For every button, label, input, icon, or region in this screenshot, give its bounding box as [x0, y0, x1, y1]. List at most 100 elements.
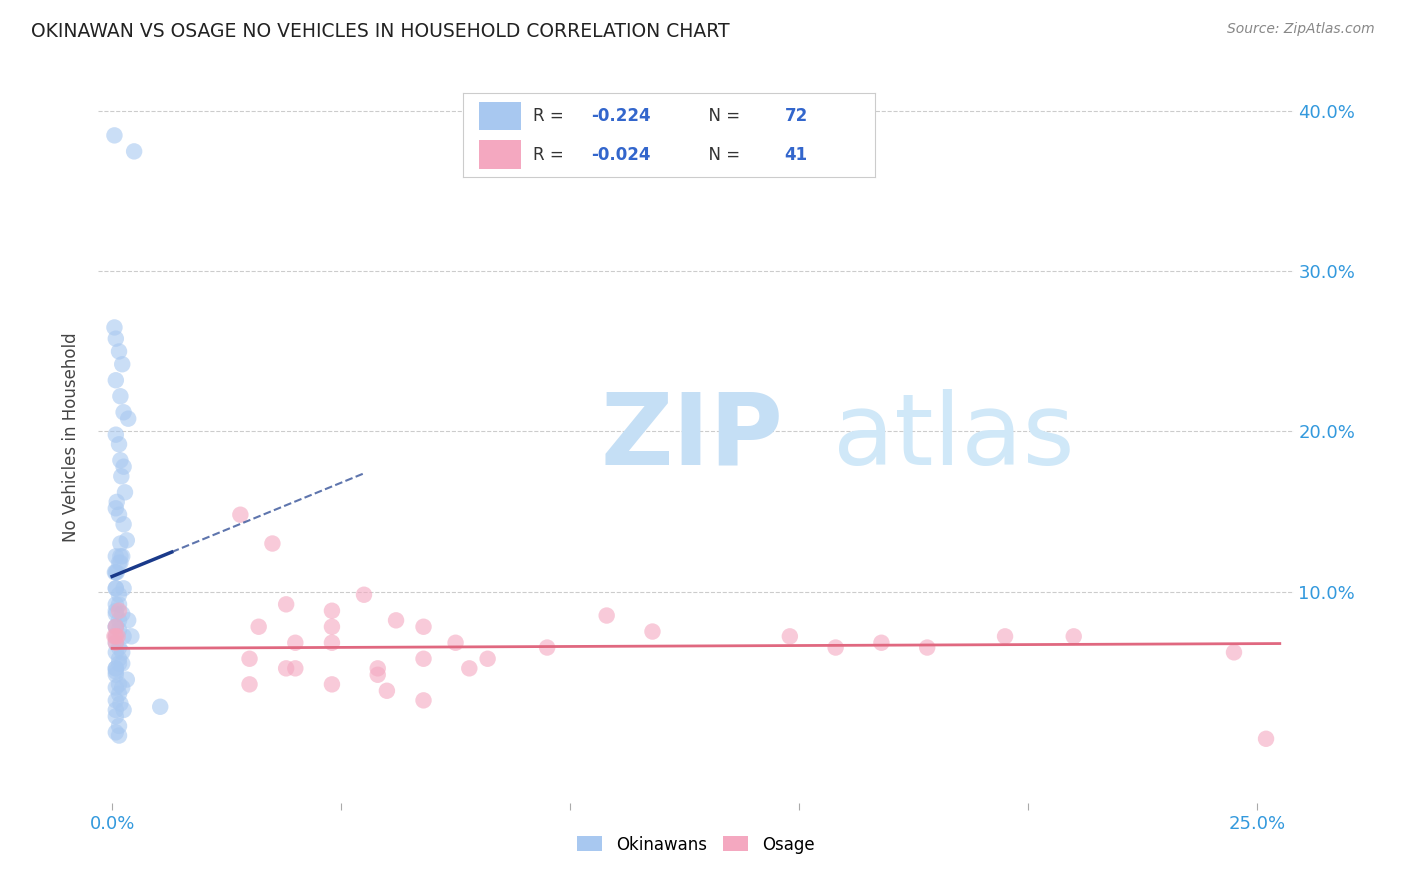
- Point: [110, 469, 132, 483]
- Point: [111, 645, 134, 659]
- Point: [108, 729, 131, 743]
- Point: [115, 533, 138, 548]
- Point: [104, 693, 127, 707]
- Text: Source: ZipAtlas.com: Source: ZipAtlas.com: [1227, 22, 1375, 37]
- Point: [104, 582, 127, 596]
- Point: [112, 405, 135, 419]
- Point: [104, 667, 127, 681]
- Point: [110, 453, 132, 467]
- Point: [108, 719, 131, 733]
- Point: [103, 128, 125, 143]
- Point: [104, 427, 127, 442]
- Point: [238, 652, 260, 666]
- Text: ZIP: ZIP: [600, 389, 783, 485]
- Point: [104, 501, 127, 516]
- Point: [110, 389, 132, 403]
- Point: [444, 636, 467, 650]
- Point: [108, 657, 131, 671]
- Point: [114, 485, 136, 500]
- Point: [105, 495, 128, 509]
- Point: [108, 437, 131, 451]
- Point: [104, 629, 127, 643]
- Point: [111, 607, 134, 621]
- Point: [104, 661, 127, 675]
- Point: [108, 677, 131, 691]
- Point: [104, 549, 127, 564]
- Point: [247, 620, 270, 634]
- Legend: Okinawans, Osage: Okinawans, Osage: [571, 829, 821, 860]
- Point: [536, 640, 558, 655]
- Point: [111, 681, 134, 695]
- Point: [353, 588, 375, 602]
- Point: [276, 598, 298, 612]
- Point: [104, 332, 127, 346]
- Point: [104, 373, 127, 387]
- Point: [1063, 629, 1085, 643]
- Point: [108, 344, 131, 359]
- Point: [412, 693, 434, 707]
- Point: [284, 661, 307, 675]
- Point: [112, 629, 135, 643]
- Point: [108, 640, 131, 655]
- Point: [105, 566, 128, 580]
- Point: [112, 703, 135, 717]
- Point: [824, 640, 846, 655]
- Point: [122, 145, 145, 159]
- Point: [595, 608, 617, 623]
- Point: [104, 582, 127, 596]
- Point: [108, 588, 131, 602]
- Point: [112, 517, 135, 532]
- Point: [112, 459, 135, 474]
- Point: [103, 320, 125, 334]
- Point: [1254, 731, 1277, 746]
- Point: [103, 629, 125, 643]
- Point: [367, 667, 389, 681]
- Point: [108, 687, 131, 701]
- Point: [104, 607, 127, 621]
- Point: [149, 699, 172, 714]
- Point: [104, 566, 127, 580]
- Point: [641, 624, 664, 639]
- Point: [104, 681, 127, 695]
- Point: [110, 549, 132, 564]
- Point: [104, 665, 127, 679]
- Point: [321, 636, 343, 650]
- Point: [108, 556, 131, 570]
- Point: [238, 677, 260, 691]
- Point: [115, 673, 138, 687]
- Point: [108, 613, 131, 627]
- Point: [375, 683, 398, 698]
- Point: [104, 598, 127, 612]
- Point: [994, 629, 1017, 643]
- Point: [111, 657, 134, 671]
- Point: [477, 652, 499, 666]
- Point: [120, 629, 142, 643]
- Point: [385, 613, 408, 627]
- Point: [870, 636, 893, 650]
- Point: [104, 636, 127, 650]
- Point: [117, 411, 139, 425]
- Point: [104, 620, 127, 634]
- Point: [117, 613, 139, 627]
- Point: [110, 697, 132, 711]
- Point: [104, 645, 127, 659]
- Point: [107, 629, 129, 643]
- Point: [367, 661, 389, 675]
- Point: [104, 661, 127, 675]
- Point: [412, 652, 434, 666]
- Point: [321, 620, 343, 634]
- Point: [104, 703, 127, 717]
- Point: [110, 556, 132, 570]
- Point: [104, 620, 127, 634]
- Point: [321, 604, 343, 618]
- Point: [276, 661, 298, 675]
- Point: [110, 536, 132, 550]
- Point: [412, 620, 434, 634]
- Point: [104, 725, 127, 739]
- Point: [321, 677, 343, 691]
- Point: [112, 582, 135, 596]
- Text: OKINAWAN VS OSAGE NO VEHICLES IN HOUSEHOLD CORRELATION CHART: OKINAWAN VS OSAGE NO VEHICLES IN HOUSEHO…: [31, 22, 730, 41]
- Point: [915, 640, 938, 655]
- Point: [104, 629, 127, 643]
- Point: [1223, 645, 1246, 659]
